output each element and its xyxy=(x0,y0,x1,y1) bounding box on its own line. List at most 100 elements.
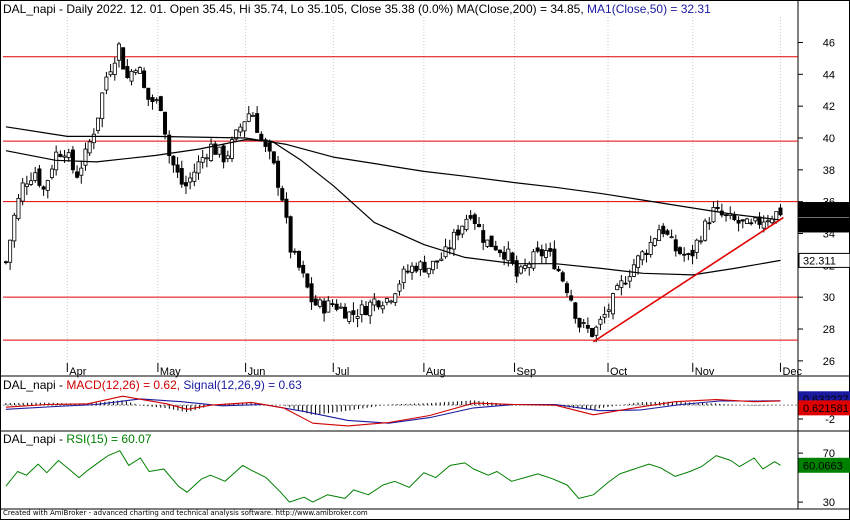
candle-body xyxy=(690,249,695,257)
candle-body xyxy=(175,164,180,173)
candle-body xyxy=(569,295,574,301)
candle-body xyxy=(477,224,482,228)
candle-body xyxy=(309,283,314,303)
candle-body xyxy=(523,265,528,269)
candle-body xyxy=(531,251,536,269)
month-label: Sep xyxy=(516,366,536,378)
candle-body xyxy=(376,300,381,308)
candle-body xyxy=(263,139,268,147)
candle-body xyxy=(610,293,615,315)
rsi-header-prefix: DAL_napi - xyxy=(3,432,66,446)
candle-body xyxy=(493,245,498,251)
macd-header-signal: Signal(12,26,9) = 0.63 xyxy=(180,378,302,392)
month-label: May xyxy=(160,366,181,378)
macd-header-macd: MACD(12,26) = 0.62, xyxy=(66,378,180,392)
candle-body xyxy=(322,300,327,314)
value-tag-ma200 xyxy=(798,217,850,233)
candle-body xyxy=(577,317,582,328)
candle-body xyxy=(225,155,230,160)
candle-body xyxy=(602,313,607,318)
candle-body xyxy=(125,66,130,78)
candle-body xyxy=(100,92,105,119)
candle-body xyxy=(259,133,264,141)
candle-body xyxy=(16,197,21,220)
candle-body xyxy=(24,183,29,187)
price-header: DAL_napi - Daily 2022. 12. 01. Open 35.4… xyxy=(3,2,711,16)
candle-body xyxy=(460,225,465,235)
candle-body xyxy=(238,126,243,133)
candle-body xyxy=(644,252,649,256)
candle-body xyxy=(652,238,657,246)
candle-body xyxy=(250,114,255,117)
y-tick-label: 26 xyxy=(823,356,835,368)
month-label: Nov xyxy=(695,366,715,378)
candle-body xyxy=(330,303,335,305)
candle-body xyxy=(774,211,779,223)
candle-body xyxy=(301,264,306,274)
candle-body xyxy=(426,267,431,275)
candle-body xyxy=(121,47,126,70)
axis-labels: AprMayJunJulAugSepOctNovDec2628303234363… xyxy=(69,37,835,509)
candle-body xyxy=(673,239,678,252)
macd-header-prefix: DAL_napi - xyxy=(3,378,66,392)
candle-body xyxy=(384,298,389,303)
value-tag-label: 34.8501 xyxy=(803,220,843,232)
candle-body xyxy=(137,67,142,74)
candle-body xyxy=(397,283,402,292)
candle-body xyxy=(464,218,469,230)
candle-body xyxy=(405,270,410,273)
candle-body xyxy=(389,300,394,303)
candle-body xyxy=(535,247,540,252)
candle-body xyxy=(581,322,586,324)
candle-body xyxy=(485,239,490,247)
candle-body xyxy=(230,139,235,159)
candle-body xyxy=(209,143,214,161)
candle-body xyxy=(435,260,440,263)
value-tag-label: 32.311 xyxy=(803,255,836,267)
macd-line xyxy=(5,395,781,427)
candle-body xyxy=(711,207,716,223)
y-tick-label: 42 xyxy=(823,101,835,113)
month-label: Aug xyxy=(426,366,446,378)
candle-body xyxy=(221,145,226,163)
candle-body xyxy=(116,43,121,61)
candle-body xyxy=(372,298,377,306)
candle-body xyxy=(564,283,569,294)
candle-body xyxy=(627,276,632,282)
candle-body xyxy=(380,305,385,310)
candle-body xyxy=(677,247,682,254)
y-tick-label: 40 xyxy=(823,133,835,145)
candle-body xyxy=(280,188,285,201)
candle-body xyxy=(66,152,71,158)
candle-body xyxy=(3,261,8,264)
candle-body xyxy=(749,222,754,225)
price-header-main: DAL_napi - Daily 2022. 12. 01. Open 35.4… xyxy=(3,2,584,16)
candle-body xyxy=(296,250,301,268)
candle-body xyxy=(204,157,209,160)
candle-body xyxy=(188,177,193,183)
candle-body xyxy=(368,301,373,317)
candle-body xyxy=(451,231,456,250)
candle-body xyxy=(472,214,477,224)
candle-body xyxy=(288,216,293,253)
candle-body xyxy=(489,235,494,248)
candle-body xyxy=(326,300,331,313)
candle-body xyxy=(347,311,352,322)
horizontal-levels xyxy=(3,56,798,406)
value-tag-label: 60.0663 xyxy=(803,460,843,472)
candle-body xyxy=(393,293,398,303)
candle-body xyxy=(481,230,486,243)
candle-body xyxy=(736,219,741,224)
candle-body xyxy=(217,146,222,155)
value-tag-rsi xyxy=(798,457,850,473)
candle-body xyxy=(192,171,197,182)
month-label: Jul xyxy=(335,366,349,378)
candle-body xyxy=(648,241,653,255)
candle-body xyxy=(75,171,80,178)
candle-body xyxy=(682,253,687,256)
support-trendline xyxy=(592,216,784,343)
candle-body xyxy=(338,306,343,309)
candle-body xyxy=(744,218,749,224)
candle-body xyxy=(363,306,368,316)
candle-body xyxy=(401,268,406,284)
